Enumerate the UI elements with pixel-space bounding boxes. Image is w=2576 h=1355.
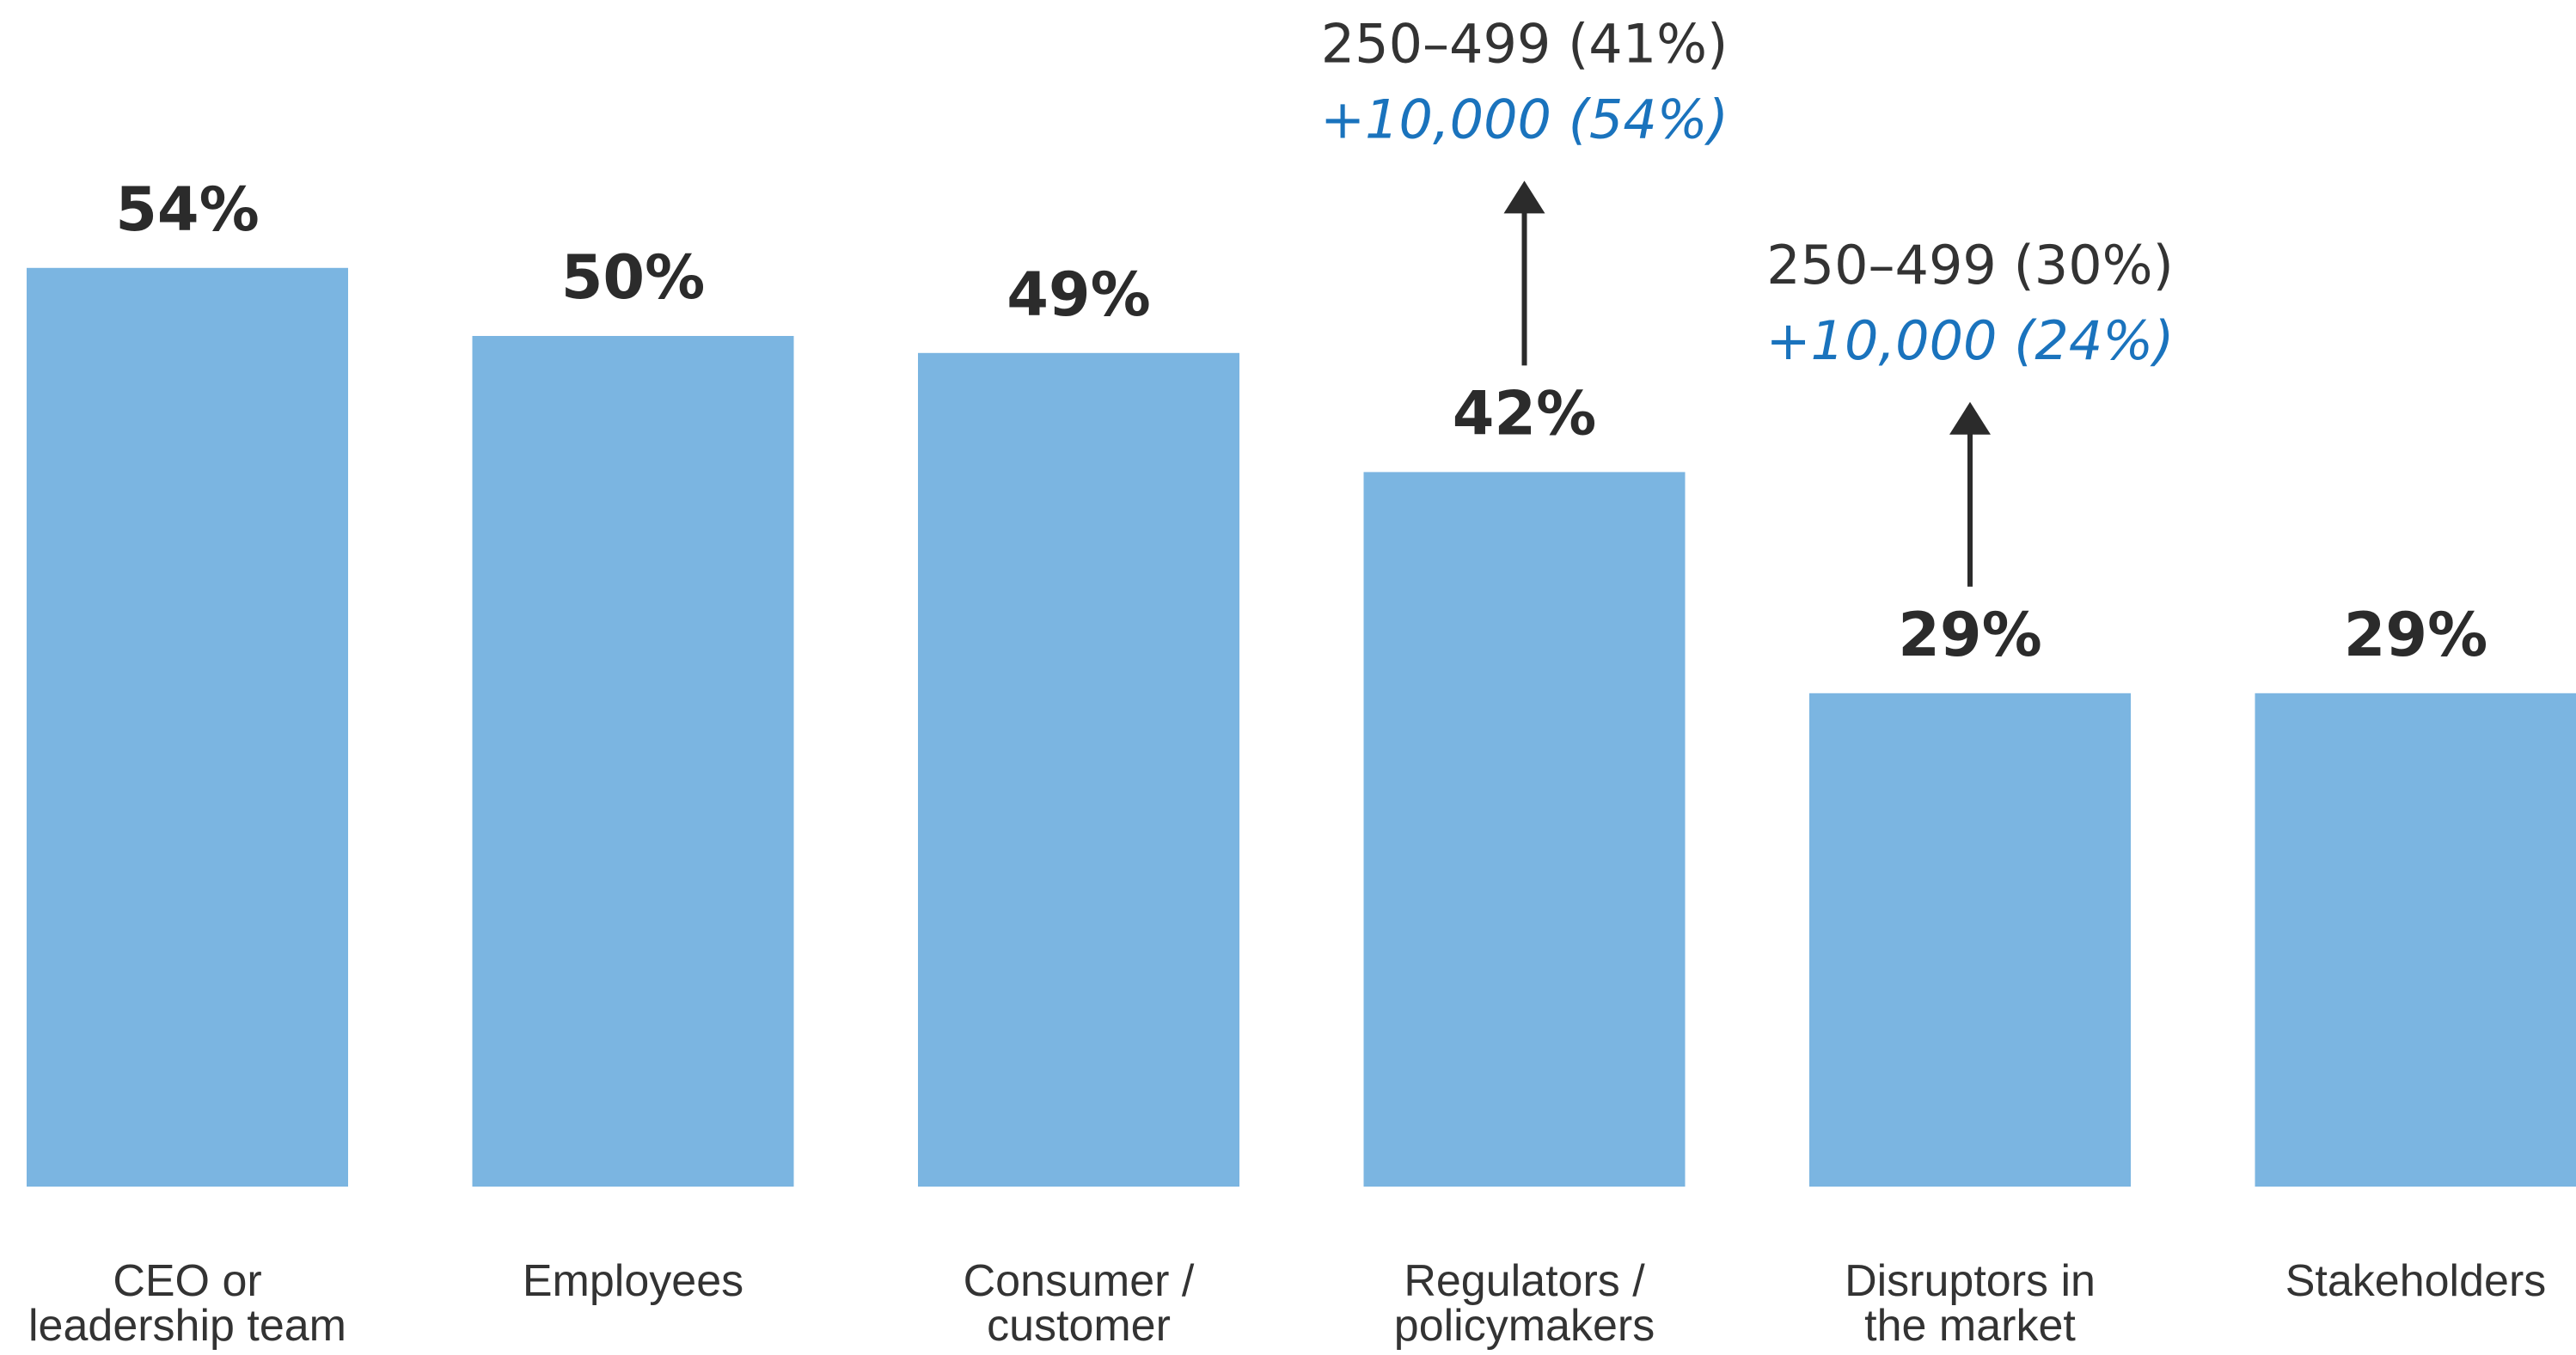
bar [918, 352, 1239, 1187]
data-label: 50% [561, 242, 706, 313]
bar [472, 336, 794, 1187]
category-label: Consumer / [964, 1256, 1195, 1306]
category-label: leadership team [28, 1301, 346, 1351]
category-label: Regulators / [1404, 1256, 1645, 1306]
annotation-text: 250–499 (30%) [1766, 234, 2174, 296]
bar [1809, 693, 2131, 1187]
category-label: policymakers [1394, 1301, 1655, 1351]
category-label: Disruptors in [1845, 1256, 2096, 1306]
annotation-highlight: +10,000 (54%) [1320, 88, 1729, 150]
category-label: CEO or [113, 1256, 261, 1306]
bar [2255, 693, 2576, 1187]
bar [27, 267, 348, 1187]
annotation-highlight: +10,000 (24%) [1766, 309, 2175, 372]
category-label: Employees [523, 1256, 743, 1306]
data-label: 29% [1898, 600, 2042, 670]
data-label: 29% [2344, 600, 2488, 670]
bar [1363, 472, 1686, 1187]
data-label: 49% [1007, 259, 1151, 330]
category-label: Stakeholders [2285, 1256, 2547, 1306]
data-label: 54% [115, 174, 260, 245]
annotation-text: 250–499 (41%) [1321, 12, 1729, 75]
data-label: 42% [1453, 378, 1597, 449]
category-label: the market [1864, 1301, 2076, 1351]
arrow-up-icon [1503, 180, 1545, 214]
arrow-up-icon [1949, 401, 1991, 435]
category-label: customer [987, 1301, 1171, 1351]
